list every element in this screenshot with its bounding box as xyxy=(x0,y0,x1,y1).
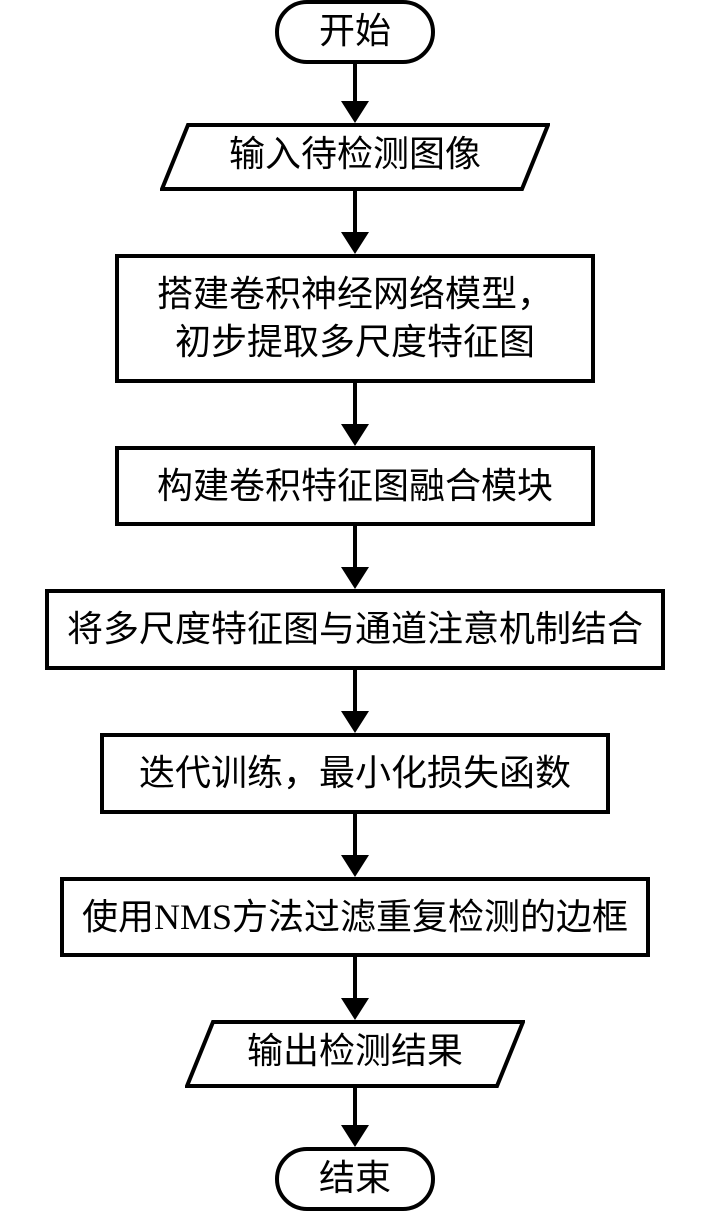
node-step2: 构建卷积特征图融合模块 xyxy=(115,446,595,527)
node-input-label: 输入待检测图像 xyxy=(160,135,550,175)
flowchart-container: 开始 输入待检测图像 搭建卷积神经网络模型，初步提取多尺度特征图 构建卷积特征图… xyxy=(0,0,710,1211)
node-output-label: 输出检测结果 xyxy=(185,1032,525,1072)
node-end: 结束 xyxy=(275,1147,435,1211)
node-output: 输出检测结果 xyxy=(185,1020,525,1088)
edge-start-input xyxy=(341,64,369,123)
edge-output-end xyxy=(341,1088,369,1147)
node-step1: 搭建卷积神经网络模型，初步提取多尺度特征图 xyxy=(115,254,595,383)
edge-step5-output xyxy=(341,957,369,1020)
node-start: 开始 xyxy=(275,0,435,64)
edge-step1-step2 xyxy=(341,383,369,446)
node-step4: 迭代训练，最小化损失函数 xyxy=(100,733,610,814)
node-step5: 使用NMS方法过滤重复检测的边框 xyxy=(60,877,650,958)
node-step3: 将多尺度特征图与通道注意机制结合 xyxy=(45,589,665,670)
edge-step4-step5 xyxy=(341,814,369,877)
node-input: 输入待检测图像 xyxy=(160,123,550,191)
edge-step2-step3 xyxy=(341,526,369,589)
edge-step3-step4 xyxy=(341,670,369,733)
edge-input-step1 xyxy=(341,191,369,254)
